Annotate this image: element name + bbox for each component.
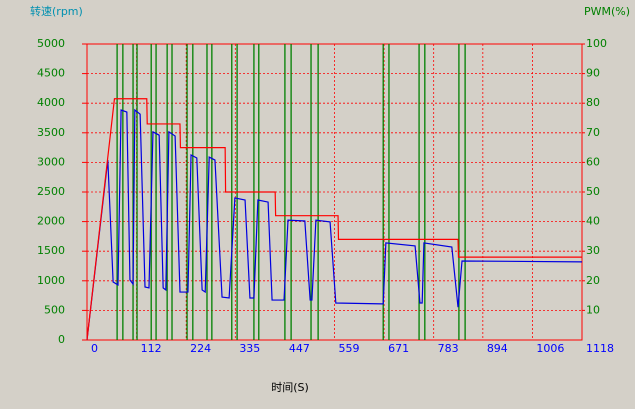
x-tick-label: 0 [91, 342, 98, 355]
y-tick-label: 5000 [37, 37, 65, 50]
y2-tick-label: 30 [586, 244, 600, 257]
x-tick-label: 783 [438, 342, 459, 355]
y-tick-label: 2000 [37, 215, 65, 228]
y2-tick-label: 10 [586, 303, 600, 316]
y2-axis-title: PWM(%) [584, 5, 630, 18]
y-axis-title: 转速(rpm) [30, 4, 83, 18]
x-tick-label: 671 [388, 342, 409, 355]
x-tick-label: 335 [239, 342, 260, 355]
y2-tick-label: 90 [586, 67, 600, 80]
y2-tick-label: 20 [586, 274, 600, 287]
y2-tick-label: 40 [586, 215, 600, 228]
y-tick-label: 2500 [37, 185, 65, 198]
y2-tick-label: 60 [586, 155, 600, 168]
y-tick-label: 1500 [37, 244, 65, 257]
y-tick-label: 0 [58, 333, 65, 346]
y2-tick-label: 100 [586, 37, 607, 50]
x-tick-label: 224 [190, 342, 211, 355]
y2-tick-label: 50 [586, 185, 600, 198]
y2-tick-label: 70 [586, 126, 600, 139]
x-tick-label: 112 [141, 342, 162, 355]
x-axis-title: 时间(S) [271, 381, 309, 394]
x-tick-label: 1118 [586, 342, 614, 355]
y-tick-label: 4000 [37, 96, 65, 109]
x-tick-label: 1006 [536, 342, 564, 355]
y-tick-label: 3500 [37, 126, 65, 139]
y2-tick-label: 80 [586, 96, 600, 109]
x-tick-label: 894 [487, 342, 508, 355]
y-tick-label: 1000 [37, 274, 65, 287]
series-line [86, 98, 582, 341]
x-tick-label: 559 [339, 342, 360, 355]
y-tick-label: 500 [44, 303, 65, 316]
y-tick-label: 4500 [37, 67, 65, 80]
x-tick-label: 447 [289, 342, 310, 355]
y-tick-label: 3000 [37, 155, 65, 168]
series-line [86, 108, 583, 341]
